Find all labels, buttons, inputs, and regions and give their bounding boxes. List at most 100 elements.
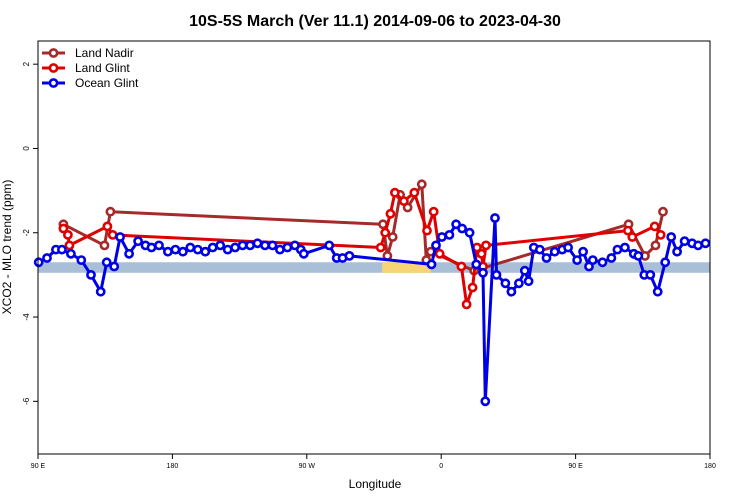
data-point bbox=[666, 232, 677, 242]
data-point bbox=[99, 240, 110, 251]
data-point bbox=[606, 253, 617, 263]
data-point bbox=[464, 227, 475, 238]
data-point bbox=[457, 223, 467, 234]
data-point bbox=[434, 248, 445, 259]
data-point bbox=[387, 232, 398, 242]
data-point bbox=[375, 242, 386, 253]
data-point bbox=[154, 240, 164, 251]
legend-label: Land Glint bbox=[75, 61, 130, 75]
data-point bbox=[541, 253, 552, 263]
data-point bbox=[95, 286, 106, 297]
data-point bbox=[124, 248, 135, 259]
data-point bbox=[476, 248, 487, 259]
data-point bbox=[658, 206, 668, 217]
data-point bbox=[267, 240, 278, 251]
data-point bbox=[102, 221, 113, 232]
data-point bbox=[252, 238, 263, 249]
data-point bbox=[115, 232, 125, 242]
legend-item: Ocean Glint bbox=[42, 76, 139, 90]
highlight-band bbox=[382, 262, 431, 273]
data-point bbox=[587, 255, 598, 265]
y-axis-label: XCO2 - MLO trend (ppm) bbox=[0, 180, 14, 315]
y-tick-label: -2 bbox=[22, 229, 31, 237]
data-point bbox=[42, 253, 52, 263]
x-tick-label: 90 W bbox=[299, 463, 316, 470]
data-point bbox=[274, 244, 285, 255]
data-point bbox=[63, 229, 73, 240]
data-point bbox=[431, 240, 441, 251]
data-point bbox=[57, 244, 67, 255]
data-point bbox=[471, 259, 482, 270]
data-point bbox=[514, 278, 524, 289]
data-point bbox=[467, 282, 478, 293]
legend-item: Land Glint bbox=[42, 61, 130, 75]
data-point bbox=[572, 255, 582, 265]
data-point bbox=[260, 240, 270, 251]
data-point bbox=[523, 276, 534, 287]
data-point bbox=[86, 269, 96, 280]
data-point bbox=[444, 229, 455, 240]
data-point bbox=[655, 229, 666, 240]
data-point bbox=[612, 244, 623, 255]
data-point bbox=[563, 242, 573, 253]
legend-label: Land Nadir bbox=[75, 46, 134, 60]
x-tick-label: 90 E bbox=[31, 463, 46, 470]
data-point bbox=[416, 179, 427, 190]
data-point bbox=[456, 261, 467, 272]
data-point bbox=[436, 232, 447, 242]
data-point bbox=[519, 265, 530, 276]
data-point bbox=[633, 250, 644, 261]
y-tick-label: 0 bbox=[22, 146, 31, 151]
x-axis: 90 E 180 90 W 0 90 E 180 bbox=[31, 454, 716, 470]
y-tick-label: 2 bbox=[22, 61, 31, 66]
x-tick-label: 90 E bbox=[568, 463, 583, 470]
data-point bbox=[162, 246, 173, 257]
data-point bbox=[76, 255, 87, 265]
data-point bbox=[324, 240, 335, 251]
data-point bbox=[652, 286, 663, 297]
data-point bbox=[660, 257, 671, 268]
data-point bbox=[146, 242, 157, 253]
y-tick-label: -4 bbox=[22, 313, 31, 321]
reference-band bbox=[38, 262, 710, 273]
data-point bbox=[649, 221, 660, 232]
data-point bbox=[109, 261, 120, 272]
data-point bbox=[490, 213, 500, 223]
data-point bbox=[177, 246, 188, 257]
series-land-glint bbox=[58, 187, 666, 310]
data-point bbox=[398, 196, 409, 206]
data-point bbox=[645, 269, 656, 280]
y-tick-label: -6 bbox=[22, 397, 31, 405]
data-point bbox=[428, 206, 439, 217]
legend-marker bbox=[48, 63, 59, 73]
data-point bbox=[58, 223, 69, 234]
data-point bbox=[578, 246, 588, 257]
data-point bbox=[500, 278, 511, 289]
data-point bbox=[215, 240, 226, 251]
data-point bbox=[101, 257, 112, 268]
y-axis: 2 0 -2 -4 -6 bbox=[22, 61, 38, 405]
data-point bbox=[170, 244, 181, 255]
data-point bbox=[478, 267, 488, 278]
data-point bbox=[207, 242, 218, 253]
data-point bbox=[627, 232, 638, 242]
legend-marker bbox=[48, 48, 59, 58]
data-point bbox=[481, 240, 491, 251]
x-tick-label: 0 bbox=[439, 463, 443, 470]
data-point bbox=[426, 259, 437, 270]
data-point bbox=[200, 246, 211, 257]
series-ocean-glint bbox=[33, 213, 711, 407]
data-point bbox=[650, 240, 661, 251]
data-point bbox=[700, 238, 711, 249]
data-point bbox=[133, 236, 143, 247]
data-point bbox=[620, 242, 630, 253]
data-point bbox=[422, 225, 432, 236]
data-point bbox=[623, 225, 633, 236]
data-point bbox=[534, 244, 545, 255]
chart-title: 10S-5S March (Ver 11.1) 2014-09-06 to 20… bbox=[189, 13, 561, 30]
data-point bbox=[480, 396, 491, 407]
data-point bbox=[298, 248, 309, 259]
data-point bbox=[66, 248, 76, 259]
